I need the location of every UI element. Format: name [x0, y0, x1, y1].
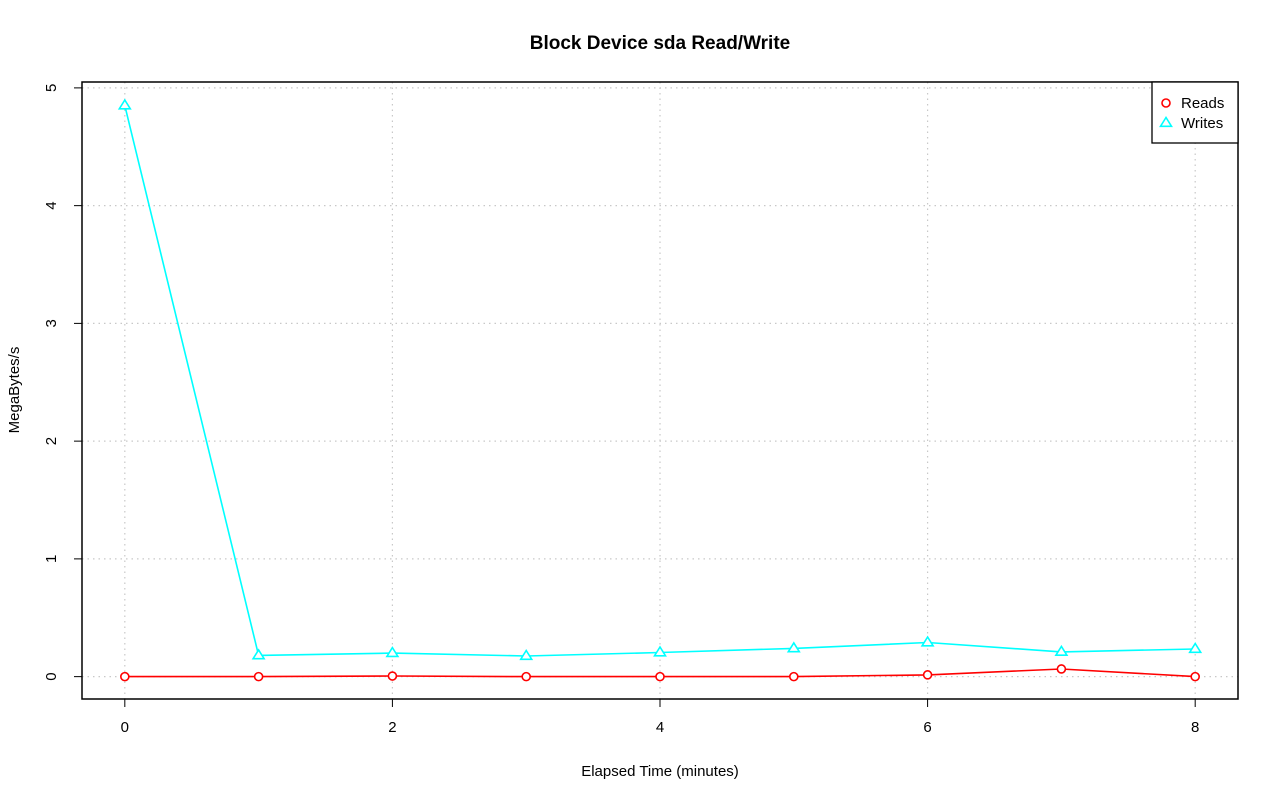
data-point-reads: [253, 671, 264, 682]
legend-box: [1151, 81, 1239, 144]
legend-label-writes: Writes: [1181, 115, 1223, 132]
x-tick-label: 6: [923, 719, 931, 736]
legend-marker-writes: [1159, 115, 1173, 128]
series-reads: [120, 664, 1200, 682]
data-point-writes: [786, 641, 801, 653]
data-point-reads: [922, 670, 933, 680]
x-axis-label: Elapsed Time (minutes): [581, 763, 739, 780]
y-tick-label: 1: [43, 555, 60, 563]
data-point-reads: [1056, 664, 1067, 674]
x-tick-label: 8: [1191, 719, 1199, 736]
x-tick-label: 2: [388, 719, 396, 736]
x-tick-label: 4: [656, 719, 664, 736]
data-point-writes: [251, 648, 266, 660]
series-line-writes: [124, 105, 1196, 657]
y-tick-label: 2: [43, 437, 60, 445]
data-point-writes: [117, 98, 132, 110]
data-point-writes: [385, 646, 400, 658]
data-point-reads: [788, 671, 799, 682]
data-point-reads: [1190, 671, 1200, 682]
data-point-reads: [120, 671, 130, 682]
grid: [82, 82, 1238, 699]
data-point-reads: [387, 671, 398, 681]
x-tick-label: 0: [121, 719, 129, 736]
chart-title: Block Device sda Read/Write: [530, 33, 790, 54]
y-tick-label: 4: [43, 201, 60, 209]
data-point-writes: [920, 635, 935, 647]
y-tick-label: 0: [43, 672, 60, 680]
legend: Reads Writes: [1151, 81, 1239, 144]
legend-marker-reads: [1161, 98, 1171, 108]
series-writes: [117, 98, 1203, 661]
data-point-writes: [1188, 641, 1203, 654]
y-tick-label: 3: [43, 319, 60, 327]
y-axis-label: MegaBytes/s: [6, 347, 23, 434]
x-axis: 0 2 4 6 8: [121, 698, 1199, 736]
y-tick-label: 5: [43, 84, 60, 92]
legend-label-reads: Reads: [1181, 95, 1224, 112]
data-point-writes: [519, 648, 534, 661]
data-point-writes: [1054, 644, 1069, 657]
data-point-reads: [521, 671, 532, 682]
series-layer: [117, 98, 1203, 682]
data-point-writes: [653, 645, 667, 657]
data-point-reads: [655, 671, 665, 682]
y-axis: 0 1 2 3 4 5: [43, 84, 83, 681]
